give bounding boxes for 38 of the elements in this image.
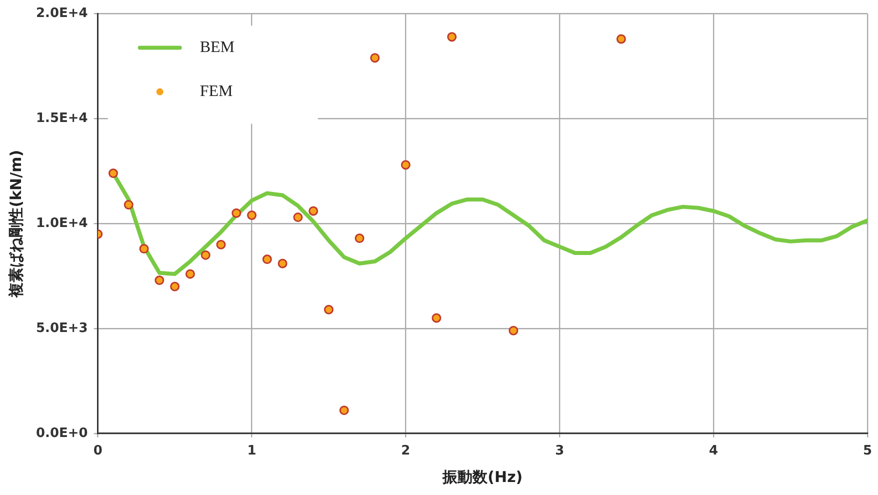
point: [216, 240, 226, 250]
point: [247, 210, 257, 220]
point: [232, 208, 242, 218]
point: [139, 244, 149, 254]
point: [124, 200, 134, 210]
point: [354, 234, 364, 244]
x-tick-label: 4: [709, 444, 718, 459]
y-tick-label: 0.0E+0: [36, 426, 88, 441]
point: [508, 326, 518, 336]
y-tick-label: 5.0E+3: [36, 320, 88, 336]
x-tick-label: 5: [862, 444, 872, 459]
x-tick-label: 2: [401, 444, 410, 459]
x-tick-label: 0: [93, 444, 102, 459]
point: [293, 212, 303, 222]
x-tick-label: 1: [247, 444, 256, 459]
point: [447, 32, 457, 42]
point: [339, 406, 349, 416]
legend-label: BEM: [200, 39, 235, 56]
point: [154, 275, 164, 285]
x-axis-title: 振動数(Hz): [442, 468, 523, 486]
y-tick-label: 1.0E+4: [36, 216, 88, 231]
point: [200, 250, 210, 260]
point: [432, 313, 442, 323]
point: [108, 168, 118, 178]
point: [185, 269, 195, 279]
point: [324, 304, 334, 314]
point: [278, 258, 288, 268]
point: [170, 282, 180, 292]
y-tick-label: 2.0E+4: [36, 6, 88, 22]
legend-label: FEM: [200, 83, 233, 100]
point: [370, 53, 380, 63]
point: [616, 34, 626, 44]
y-axis-title: 複素ばね剛性(kN/m): [6, 150, 25, 298]
y-tick-label: 1.5E+4: [36, 111, 88, 126]
point: [262, 254, 272, 264]
point: [400, 160, 410, 170]
x-tick-label: 3: [555, 444, 564, 459]
point: [308, 206, 318, 216]
